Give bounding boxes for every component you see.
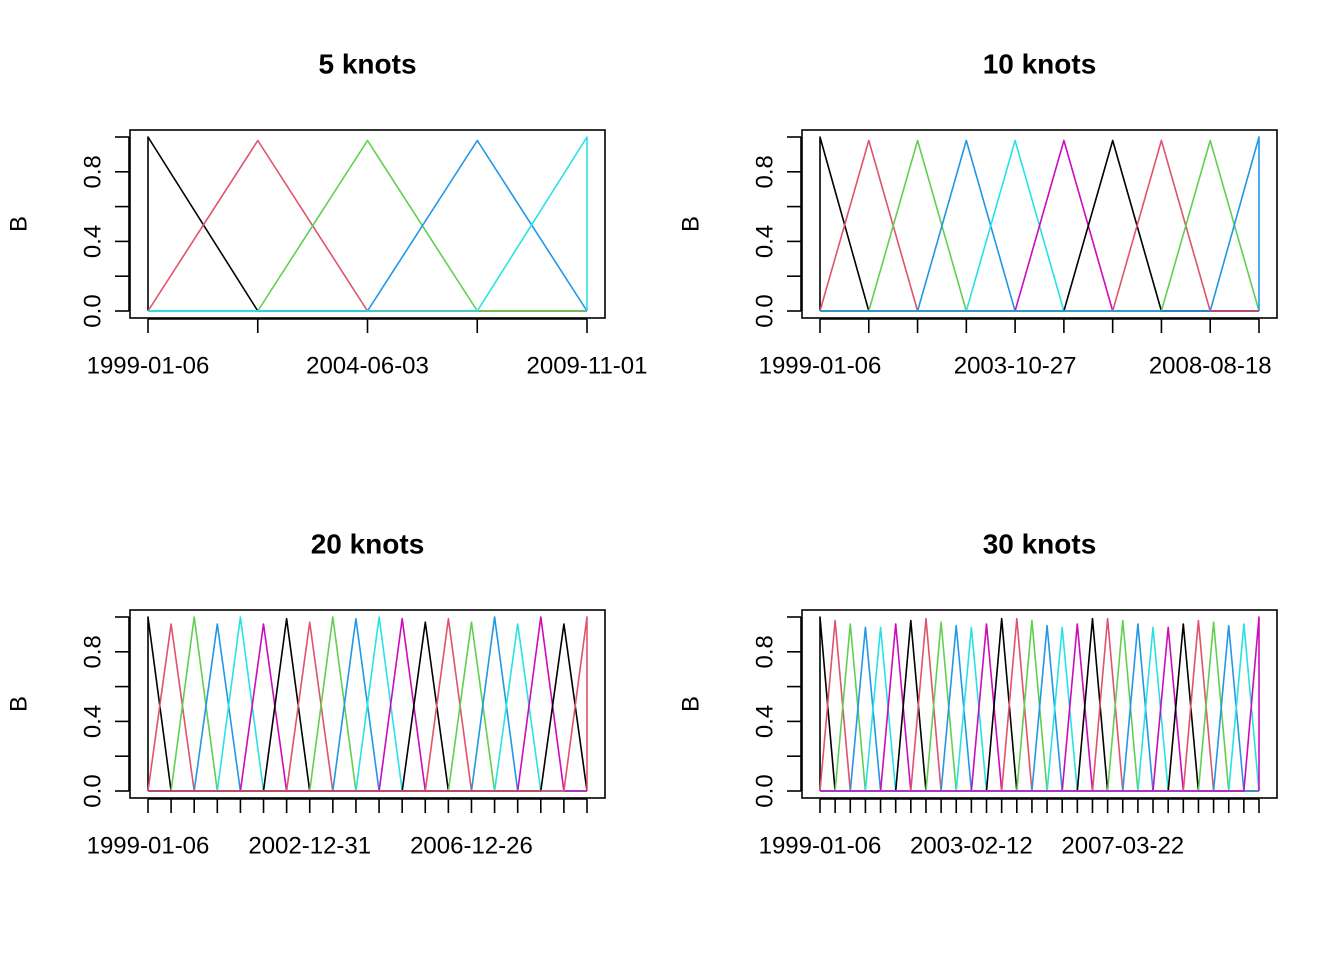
basis-line-20 xyxy=(148,616,588,792)
panel-1: 5 knots 0.0 0.4 0.8 B 1999-01-06 2004-06-03 200… xyxy=(5,48,647,379)
basis-line-5 xyxy=(148,136,588,312)
x-tick-label: 1999-01-06 xyxy=(87,352,210,379)
y-axis-label: B xyxy=(5,696,32,712)
basis-line-10 xyxy=(820,136,1260,312)
panel-title: 30 knots xyxy=(983,528,1097,559)
basis-line-3 xyxy=(148,139,587,312)
y-tick-label: 0.0 xyxy=(751,774,778,807)
y-tick-label: 0.0 xyxy=(79,774,106,807)
x-tick-label: 1999-01-06 xyxy=(759,352,882,379)
panel-title: 10 knots xyxy=(983,48,1097,79)
panel-4: 30 knots 0.0 0.4 0.8 B 1999-01-06 2003-02-12 20… xyxy=(677,528,1278,859)
x-tick-label: 2004-06-03 xyxy=(306,352,429,379)
panel-title: 20 knots xyxy=(311,528,425,559)
x-tick-label: 1999-01-06 xyxy=(87,832,210,859)
y-axis-label: B xyxy=(677,696,704,712)
x-tick-label: 2006-12-26 xyxy=(410,832,533,859)
plot-box xyxy=(801,609,1278,799)
basis-line-16 xyxy=(820,624,1259,792)
x-tick-label: 2008-08-18 xyxy=(1149,352,1272,379)
basis-line-6 xyxy=(820,139,1259,312)
y-tick-label: 0.4 xyxy=(79,705,106,738)
x-tick-label: 2002-12-31 xyxy=(248,832,371,859)
basis-line-4 xyxy=(148,139,588,312)
x-tick-label: 2003-02-12 xyxy=(910,832,1033,859)
x-tick-label: 2003-10-27 xyxy=(954,352,1077,379)
y-tick-label: 0.8 xyxy=(79,635,106,668)
plot-box xyxy=(129,609,606,799)
y-tick-label: 0.8 xyxy=(751,155,778,188)
y-tick-label: 0.0 xyxy=(751,294,778,327)
y-tick-label: 0.4 xyxy=(751,705,778,738)
y-tick-label: 0.0 xyxy=(79,294,106,327)
panel-2: 10 knots 0.0 0.4 0.8 B 1999-01-06 2003-10-27 20… xyxy=(677,48,1278,379)
panel-3: 20 knots 0.0 0.4 0.8 B 1999-01-06 2002-12-31 20… xyxy=(5,528,606,859)
basis-line-30 xyxy=(820,616,1260,792)
y-tick-label: 0.4 xyxy=(751,225,778,258)
panel-title: 5 knots xyxy=(318,48,416,79)
x-tick-label: 1999-01-06 xyxy=(759,832,882,859)
x-tick-label: 2009-11-01 xyxy=(527,352,648,379)
plot-box xyxy=(801,129,1278,319)
y-tick-label: 0.4 xyxy=(79,225,106,258)
x-tick-label: 2007-03-22 xyxy=(1061,832,1184,859)
y-axis-label: B xyxy=(5,216,32,232)
y-tick-label: 0.8 xyxy=(751,635,778,668)
basis-line-2 xyxy=(147,139,587,312)
plot-box xyxy=(129,129,606,319)
y-axis-label: B xyxy=(677,216,704,232)
basis-line-1 xyxy=(147,136,587,312)
y-tick-label: 0.8 xyxy=(79,155,106,188)
